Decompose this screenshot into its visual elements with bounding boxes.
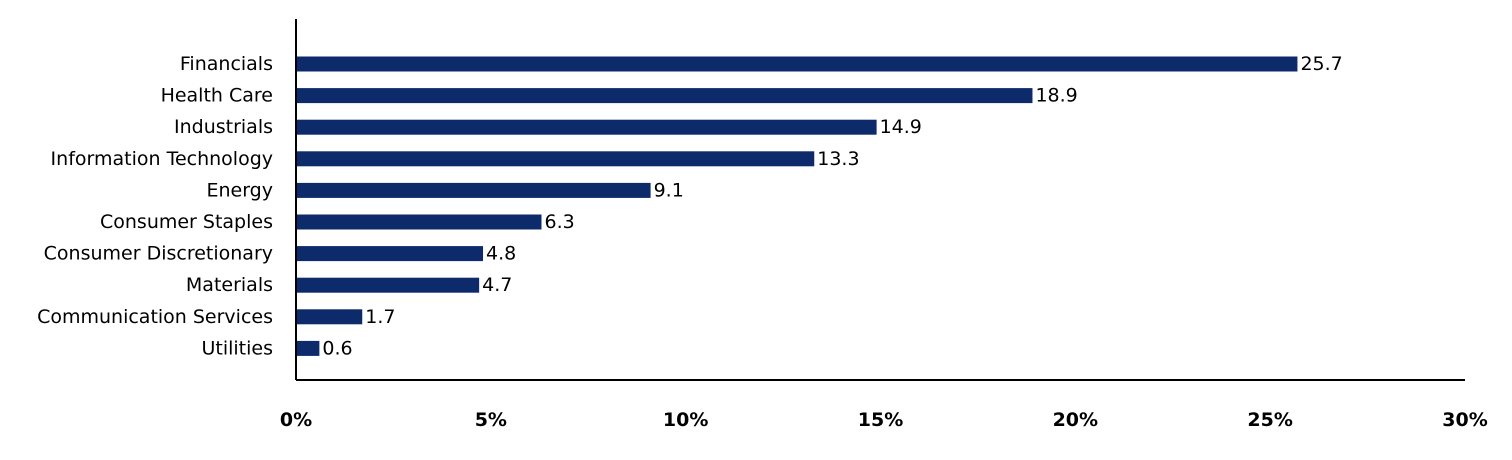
- bar: [296, 340, 320, 356]
- data-label: 4.7: [482, 274, 512, 296]
- data-label: 6.3: [544, 211, 574, 233]
- category-label: Energy: [206, 179, 273, 201]
- x-tick-label: 10%: [663, 409, 708, 431]
- x-tick-label: 15%: [858, 409, 903, 431]
- category-label: Financials: [180, 53, 273, 75]
- x-tick-label: 20%: [1053, 409, 1098, 431]
- category-label: Health Care: [161, 85, 273, 107]
- data-label: 0.6: [322, 337, 352, 359]
- category-label: Consumer Staples: [100, 211, 273, 233]
- bar: [296, 88, 1033, 104]
- bar: [296, 246, 484, 262]
- x-tick-label: 30%: [1442, 409, 1487, 431]
- bars-group: [296, 56, 1298, 356]
- x-tick-label: 0%: [280, 409, 312, 431]
- category-label: Communication Services: [37, 306, 273, 328]
- data-label: 1.7: [365, 306, 395, 328]
- bar: [296, 56, 1298, 72]
- bar: [296, 214, 542, 230]
- category-label: Industrials: [174, 116, 273, 138]
- data-label: 14.9: [880, 116, 922, 138]
- bar: [296, 277, 480, 293]
- x-tick-labels-group: 0% 5% 10% 15% 20% 25% 30%: [280, 409, 1488, 431]
- x-tick-label: 25%: [1247, 409, 1292, 431]
- category-label: Consumer Discretionary: [44, 243, 273, 265]
- data-label: 18.9: [1035, 85, 1077, 107]
- x-tick-label: 5%: [475, 409, 507, 431]
- data-label: 13.3: [817, 148, 859, 170]
- data-labels-group: 25.7 18.9 14.9 13.3 9.1 6.3 4.8 4.7 1.7 0.6: [322, 53, 1342, 359]
- bar: [296, 151, 815, 167]
- bar: [296, 119, 877, 135]
- bar: [296, 182, 651, 198]
- bar: [296, 309, 363, 325]
- data-label: 4.8: [486, 243, 516, 265]
- data-label: 9.1: [654, 179, 684, 201]
- category-label: Materials: [186, 274, 273, 296]
- data-label: 25.7: [1300, 53, 1342, 75]
- category-label: Information Technology: [51, 148, 273, 170]
- category-label: Utilities: [201, 337, 273, 359]
- category-labels-group: Financials Health Care Industrials Informat…: [37, 53, 273, 359]
